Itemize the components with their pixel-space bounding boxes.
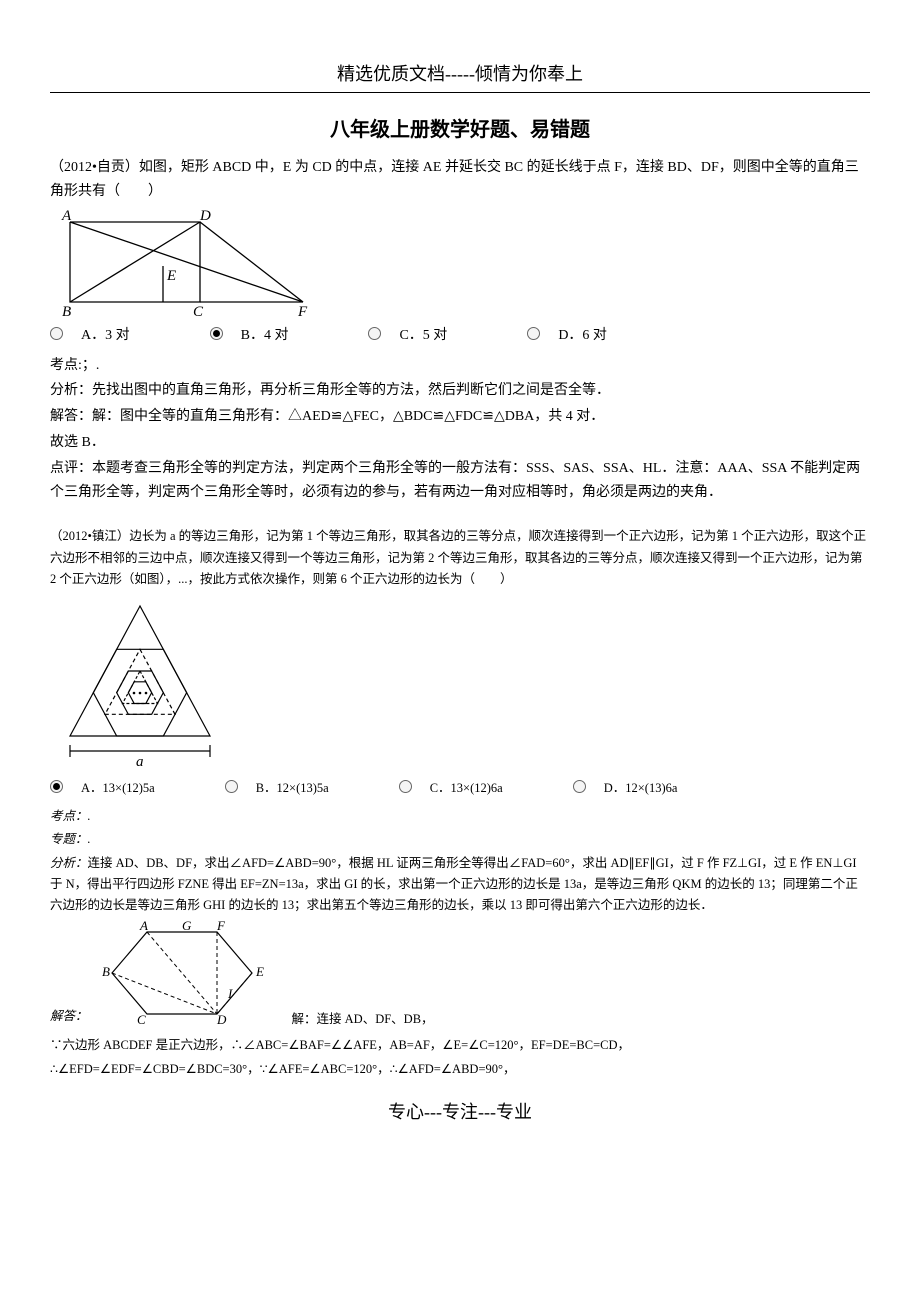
radio-icon xyxy=(50,780,63,793)
q1-option-C[interactable]: C．5 对 xyxy=(368,324,447,344)
q2-option-A-label: A．13×(12)5a xyxy=(81,777,155,796)
radio-icon xyxy=(50,327,63,340)
label-D: D xyxy=(199,210,211,224)
label-F: F xyxy=(297,304,308,318)
q1-jieda2: 故选 B． xyxy=(50,431,870,455)
label-A: A xyxy=(61,210,72,224)
radio-icon xyxy=(527,327,540,340)
q2-options: A．13×(12)5a B．12×(13)5a C．13×(12)6a D．12… xyxy=(50,777,870,796)
radio-icon xyxy=(573,780,586,793)
hex-F: F xyxy=(216,918,226,933)
radio-icon xyxy=(399,780,412,793)
q2-option-D-label: D．12×(13)6a xyxy=(604,777,678,796)
q1-option-B-label: B．4 对 xyxy=(241,324,289,344)
footer-watermark: 专心---专注---专业 xyxy=(50,1098,870,1124)
q1-option-D[interactable]: D．6 对 xyxy=(527,324,607,344)
hex-A: A xyxy=(139,918,148,933)
hex-B: B xyxy=(102,964,110,979)
radio-icon xyxy=(210,327,223,340)
q2-jieda-label: 解答： xyxy=(50,1006,88,1033)
q2-option-C[interactable]: C．13×(12)6a xyxy=(399,777,503,796)
q1-jieda1: 解答：解：图中全等的直角三角形有：△AED≌△FEC，△BDC≌△FDC≌△DB… xyxy=(50,405,870,429)
q1-dianping: 点评：本题考查三角形全等的判定方法，判定两个三角形全等的一般方法有：SSS、SA… xyxy=(50,457,870,505)
label-C: C xyxy=(193,304,204,318)
q1-analysis: 考点:；. 分析：先找出图中的直角三角形，再分析三角形全等的方法，然后判断它们之… xyxy=(50,354,870,505)
q2-solution-row: 解答： A G F B E C xyxy=(50,918,870,1033)
q2-option-D[interactable]: D．12×(13)6a xyxy=(573,777,678,796)
header-watermark: 精选优质文档-----倾情为你奉上 xyxy=(50,60,870,93)
q2-option-A[interactable]: A．13×(12)5a xyxy=(50,777,155,796)
q2-stem-text: （2012•镇江）边长为 a 的等边三角形，记为第 1 个等边三角形，取其各边的… xyxy=(50,526,870,590)
q1-figure: A D B C F E xyxy=(50,210,320,318)
q1-options: A．3 对 B．4 对 C．5 对 D．6 对 xyxy=(50,324,870,344)
q1-stem-text: （2012•自贡）如图，矩形 ABCD 中，E 为 CD 的中点，连接 AE 并… xyxy=(50,156,870,204)
hex-C: C xyxy=(137,1012,146,1027)
q1-kaodian: 考点:；. xyxy=(50,354,870,378)
radio-icon xyxy=(368,327,381,340)
q2-option-B-label: B．12×(13)5a xyxy=(256,777,329,796)
q1-option-C-label: C．5 对 xyxy=(399,324,447,344)
hex-D: D xyxy=(216,1012,227,1027)
q1-option-D-label: D．6 对 xyxy=(558,324,607,344)
hex-E: E xyxy=(255,964,264,979)
q1-fenxi: 分析：先找出图中的直角三角形，再分析三角形全等的方法，然后判断它们之间是否全等． xyxy=(50,379,870,403)
q1-option-A[interactable]: A．3 对 xyxy=(50,324,130,344)
radio-icon xyxy=(225,780,238,793)
page-title: 八年级上册数学好题、易错题 xyxy=(50,113,870,142)
q1-stem: （2012•自贡）如图，矩形 ABCD 中，E 为 CD 的中点，连接 AE 并… xyxy=(50,156,870,204)
q2-stem: （2012•镇江）边长为 a 的等边三角形，记为第 1 个等边三角形，取其各边的… xyxy=(50,526,870,590)
q1-option-B[interactable]: B．4 对 xyxy=(210,324,289,344)
q2-zhuanti: 专题：. xyxy=(50,829,870,850)
q1-option-A-label: A．3 对 xyxy=(81,324,130,344)
q2-line2: ∵六边形 ABCDEF 是正六边形，∴∠ABC=∠BAF=∠∠AFE，AB=AF… xyxy=(50,1035,870,1056)
label-E: E xyxy=(166,268,176,284)
q2-kaodian: 考点：. xyxy=(50,806,870,827)
q2-solution-cont: ∵六边形 ABCDEF 是正六边形，∴∠ABC=∠BAF=∠∠AFE，AB=AF… xyxy=(50,1035,870,1080)
label-B: B xyxy=(62,304,71,318)
q2-line3: ∴∠EFD=∠EDF=∠CBD=∠BDC=30°，∵∠AFE=∠ABC=120°… xyxy=(50,1059,870,1080)
q2-option-B[interactable]: B．12×(13)5a xyxy=(225,777,329,796)
q2-hex-figure: A G F B E C D I xyxy=(92,918,272,1028)
q2-figure: a xyxy=(50,596,230,771)
q2-jieda-inline: 解：连接 AD、DF、DB， xyxy=(276,1008,434,1033)
q2-fenxi: 分析：分析：连接 AD、DB、DF，求出∠AFD=∠ABD=90°，根据 HL … xyxy=(50,853,870,917)
hex-G: G xyxy=(182,918,192,933)
q2-option-C-label: C．13×(12)6a xyxy=(430,777,503,796)
hex-I: I xyxy=(227,986,233,1001)
q2-analysis: 考点：. 专题：. 分析：分析：连接 AD、DB、DF，求出∠AFD=∠ABD=… xyxy=(50,806,870,916)
label-a: a xyxy=(136,754,144,770)
